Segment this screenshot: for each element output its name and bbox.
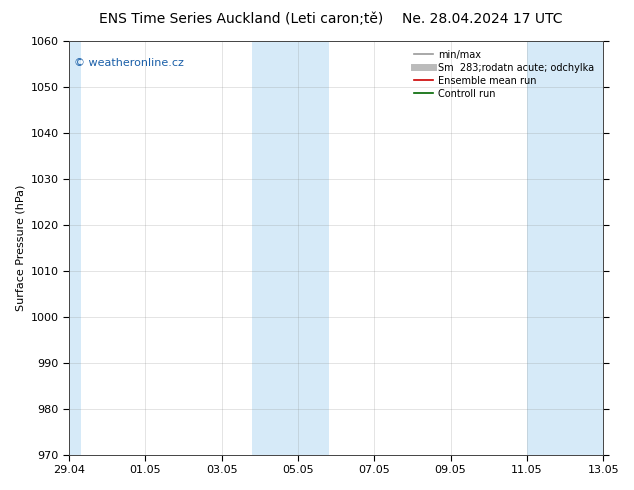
Bar xyxy=(69,41,81,455)
Bar xyxy=(252,41,328,455)
Y-axis label: Surface Pressure (hPa): Surface Pressure (hPa) xyxy=(15,185,25,311)
Text: © weatheronline.cz: © weatheronline.cz xyxy=(74,58,184,68)
Text: ENS Time Series Auckland (Leti caron;tě): ENS Time Series Auckland (Leti caron;tě) xyxy=(99,12,383,26)
Bar xyxy=(527,41,603,455)
Legend: min/max, Sm  283;rodatn acute; odchylka, Ensemble mean run, Controll run: min/max, Sm 283;rodatn acute; odchylka, … xyxy=(410,46,598,102)
Text: Ne. 28.04.2024 17 UTC: Ne. 28.04.2024 17 UTC xyxy=(401,12,562,26)
